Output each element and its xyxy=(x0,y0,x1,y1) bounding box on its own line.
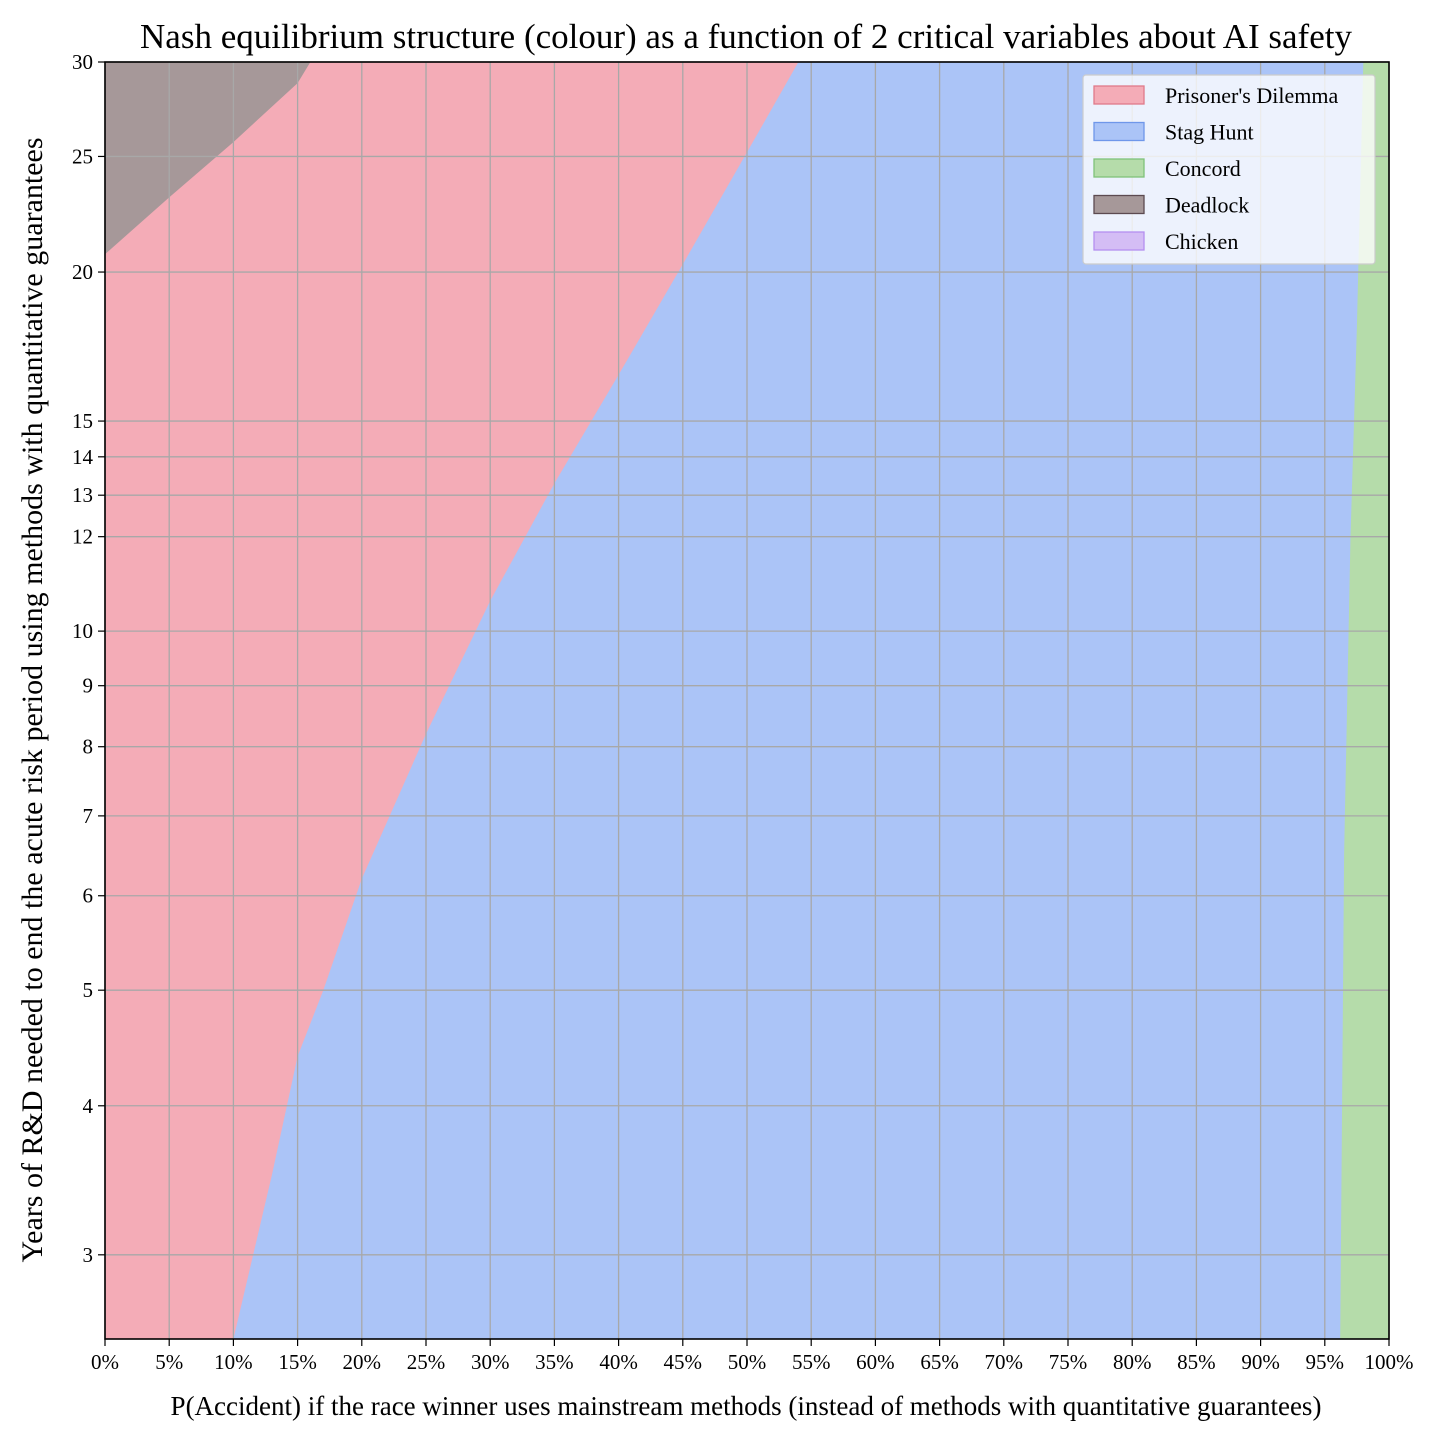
legend-swatch-stag-hunt xyxy=(1093,121,1145,142)
y-tick-label: 8 xyxy=(83,735,94,759)
x-tick-label: 0% xyxy=(91,1350,119,1374)
x-tick-label: 65% xyxy=(920,1350,959,1374)
y-axis-label: Years of R&D needed to end the acute ris… xyxy=(16,137,49,1262)
y-tick-label: 15 xyxy=(72,409,93,433)
x-tick-label: 20% xyxy=(343,1350,382,1374)
x-axis-label: P(Accident) if the race winner uses main… xyxy=(171,1391,1322,1421)
y-tick-label: 7 xyxy=(83,804,94,828)
y-tick-label: 9 xyxy=(83,674,94,698)
x-tick-label: 35% xyxy=(535,1350,574,1374)
region-deadlock xyxy=(105,62,311,255)
x-tick-label: 25% xyxy=(407,1350,446,1374)
x-tick-label: 30% xyxy=(471,1350,510,1374)
y-tick-label: 25 xyxy=(72,144,93,168)
x-tick-label: 50% xyxy=(728,1350,767,1374)
x-tick-label: 80% xyxy=(1113,1350,1152,1374)
y-axis-ticks: 3 4 5 6 7 8 9 10 12 13 14 15 20 25 30 xyxy=(72,50,105,1267)
chart-title: Nash equilibrium structure (colour) as a… xyxy=(140,17,1352,56)
x-tick-label: 75% xyxy=(1049,1350,1088,1374)
x-tick-label: 70% xyxy=(985,1350,1024,1374)
y-tick-label: 5 xyxy=(83,978,94,1002)
legend-label-prisoner-s-dilemma: Prisoner's Dilemma xyxy=(1165,83,1338,108)
legend-label-chicken: Chicken xyxy=(1165,229,1238,254)
y-tick-label: 6 xyxy=(83,884,94,908)
x-tick-label: 40% xyxy=(599,1350,638,1374)
x-tick-label: 15% xyxy=(278,1350,317,1374)
legend-swatch-chicken xyxy=(1093,231,1145,251)
y-tick-label: 12 xyxy=(72,525,93,549)
x-axis-ticks: 0% 5% 10% 15% 20% 25% 30% 35% 40% 45% 50% 55% 60% 65%… xyxy=(91,1339,1414,1374)
x-tick-label: 55% xyxy=(792,1350,831,1374)
legend-label-deadlock: Deadlock xyxy=(1165,193,1249,218)
y-tick-label: 10 xyxy=(72,619,93,643)
y-tick-label: 20 xyxy=(72,260,93,284)
x-tick-label: 90% xyxy=(1241,1350,1280,1374)
x-tick-label: 5% xyxy=(155,1350,183,1374)
x-tick-label: 85% xyxy=(1177,1350,1216,1374)
x-tick-label: 60% xyxy=(856,1350,895,1374)
legend-swatch-prisoner-s-dilemma xyxy=(1093,85,1145,105)
y-tick-label: 3 xyxy=(83,1243,94,1267)
y-tick-label: 14 xyxy=(72,445,94,469)
legend-swatch-concord xyxy=(1093,158,1145,178)
y-tick-label: 4 xyxy=(83,1094,94,1118)
y-tick-label: 13 xyxy=(72,483,93,507)
x-tick-label: 45% xyxy=(664,1350,703,1374)
x-tick-label: 10% xyxy=(214,1350,253,1374)
region-concord xyxy=(1340,62,1389,1339)
legend-swatch-deadlock xyxy=(1093,194,1145,215)
y-tick-label: 30 xyxy=(72,50,93,74)
legend-label-concord: Concord xyxy=(1165,156,1241,181)
legend-label-stag-hunt: Stag Hunt xyxy=(1165,120,1254,145)
legend-box xyxy=(1082,74,1376,265)
grid-layer xyxy=(104,61,1390,1339)
x-tick-label: 100% xyxy=(1365,1350,1414,1374)
legend: Prisoner's Dilemma Stag Hunt Concord Deadlo… xyxy=(1082,74,1376,265)
x-tick-label: 95% xyxy=(1306,1350,1345,1374)
